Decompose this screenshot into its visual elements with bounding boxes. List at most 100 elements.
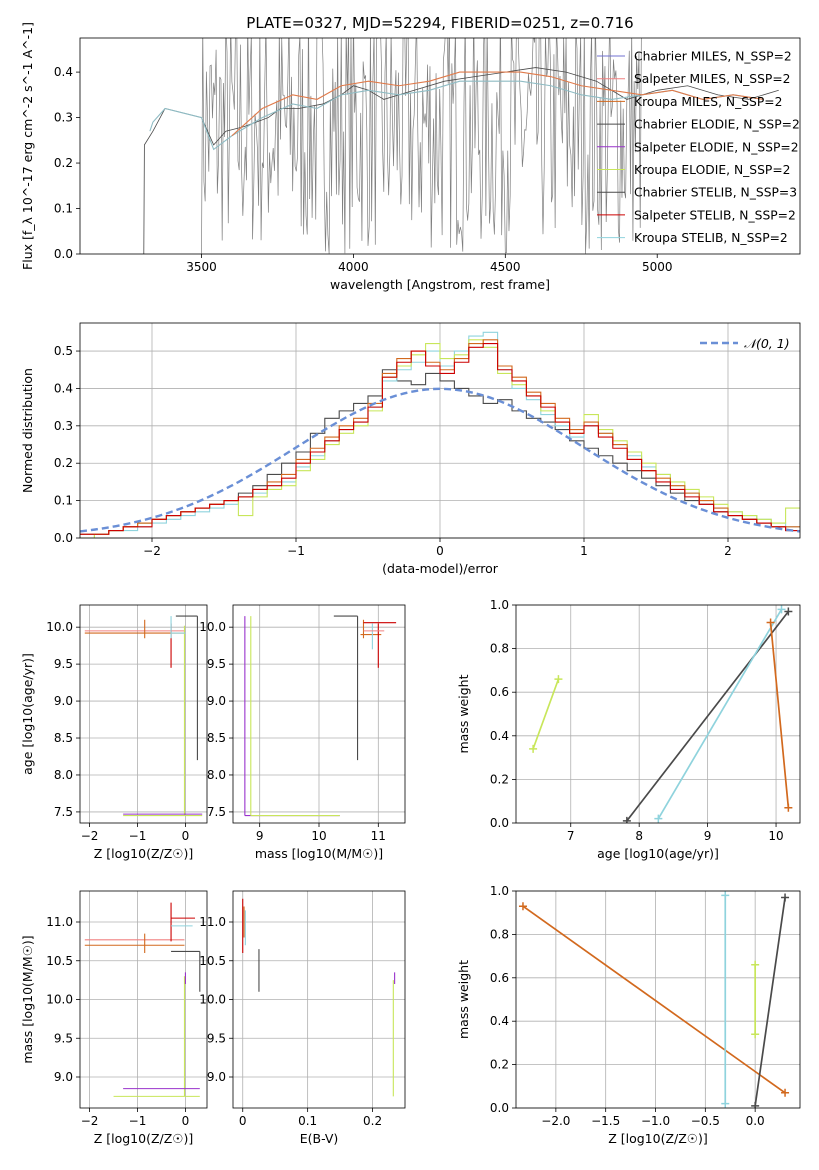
y-tick-label: 9.0 [54,1070,73,1084]
x-tick-label: 0 [436,544,444,558]
mass-vs-Z-frame [79,890,208,1109]
weight-vs-age-frame [515,604,801,824]
y-tick-label: 0.4 [490,1014,509,1028]
y-tick-label: 0.2 [54,156,73,170]
legend-entry: Salpeter STELIB, N_SSP=2 [634,208,796,222]
x-axis-label: wavelength [Angstrom, rest frame] [330,277,550,292]
weight-vs-Z-axes: −2.0 −1.5 −1.0 −0.5 0.0 0.0 0.2 0.4 0.6 0.8 1.0 Z [… [456,884,801,1146]
y-axis-label: Flux [f_λ 10^-17 erg cm^-2 s^-1 A^-1] [20,22,35,270]
x-tick-label: 3500 [186,260,217,274]
legend-entry: Chabrier ELODIE, N_SSP=2 [634,118,800,132]
y-tick-label: 10.5 [199,954,226,968]
x-tick-label: −1.5 [591,1114,620,1128]
spectrum-axes: 3500 4000 4500 5000 0.0 0.1 0.2 0.3 0.4 wavelengt… [20,22,801,292]
age-vs-Z-axes: −2 −1 0 7.5 8.0 8.5 9.0 9.5 10.0 Z [log10(Z/Z☉)] a… [20,604,208,861]
legend-entry: Salpeter MILES, N_SSP=2 [634,72,790,86]
weight-line [769,622,790,808]
y-tick-label: 10.0 [199,620,226,634]
age-vs-mass-plot-area [244,615,397,817]
y-tick-label: 7.5 [207,805,226,819]
legend-entry: Chabrier MILES, N_SSP=2 [634,50,792,64]
y-tick-label: 8.5 [54,731,73,745]
weight-marker [766,618,775,627]
y-axis-label: mass [log10(M/M☉)] [20,935,35,1063]
weight-line [754,897,786,1106]
y-tick-label: 10.0 [46,620,73,634]
residuals-plot-area [80,331,800,538]
weight-line [532,678,560,750]
weight-marker [781,893,790,902]
y-tick-label: 0.0 [54,531,73,545]
y-tick-label: 1.0 [490,884,509,898]
y-tick-label: 0.1 [54,202,73,216]
weight-marker [751,1030,760,1039]
x-tick-label: 8 [635,829,643,843]
weight-marker [777,605,786,614]
x-tick-label: −1.0 [641,1114,670,1128]
x-tick-label: −2 [81,829,99,843]
mass-vs-EBV-axes: 0 0.1 0.2 9.0 9.5 10.0 10.5 11.0 E(B-V) [199,890,406,1146]
y-tick-label: 9.0 [54,694,73,708]
x-axis-label: E(B-V) [300,1131,339,1146]
x-axis-label: Z [log10(Z/Z☉)] [608,1131,708,1146]
x-tick-label: 1 [580,544,588,558]
weight-marker [751,1101,760,1108]
weight-marker [721,1099,730,1108]
y-tick-label: 0.5 [54,344,73,358]
x-tick-label: −1 [287,544,305,558]
weight-vs-age-axes: 7 8 9 10 0.0 0.2 0.4 0.6 0.8 1.0 age [log10(age/yr… [456,598,801,861]
x-tick-label: −1 [129,1114,147,1128]
y-tick-label: 0.2 [54,456,73,470]
y-tick-label: 10.5 [46,954,73,968]
legend-entry: Chabrier STELIB, N_SSP=3 [634,186,797,200]
x-axis-label: mass [log10(M/M☉)] [255,846,383,861]
x-tick-label: 0 [182,829,190,843]
mass-vs-EBV-plot-area [242,898,396,1097]
y-tick-label: 0.3 [54,419,73,433]
y-axis-label: age [log10(age/yr)] [20,653,35,775]
y-tick-label: 11.0 [199,915,226,929]
x-axis-label: Z [log10(Z/Z☉)] [94,846,194,861]
histogram-step-line [80,343,800,535]
model-spectrum-line-kroupa [231,71,764,137]
y-tick-label: 8.0 [207,768,226,782]
x-tick-label: 0.0 [746,1114,765,1128]
x-tick-label: −0.5 [691,1114,720,1128]
residuals-axes: −2 −1 0 1 2 0.0 0.1 0.2 0.3 0.4 0.5 (data-model)/er… [20,322,801,576]
mass-vs-Z-axes: −2 −1 0 9.0 9.5 10.0 10.5 11.0 Z [log10(Z/Z☉)] ma… [20,890,208,1146]
y-tick-label: 8.5 [207,731,226,745]
age-vs-mass-axes: 9 10 11 7.5 8.0 8.5 9.0 9.5 10.0 mass [log10(M/M☉… [199,604,406,861]
x-tick-label: 10 [311,829,326,843]
x-tick-label: 0 [239,1114,247,1128]
y-tick-label: 0.2 [490,1058,509,1072]
y-tick-label: 10.0 [199,993,226,1007]
weight-marker [781,1088,790,1097]
age-vs-Z-plot-area [84,615,203,817]
y-tick-label: 9.5 [54,657,73,671]
x-tick-label: 7 [567,829,575,843]
mass-vs-Z-plot-area [84,902,201,1097]
y-tick-label: 0.6 [490,685,509,699]
x-tick-label: −2 [81,1114,99,1128]
noisy-data-line [201,38,642,254]
y-tick-label: 0.0 [490,1101,509,1115]
x-tick-label: 0.2 [363,1114,382,1128]
weight-marker [784,607,793,616]
x-tick-label: 0.1 [298,1114,317,1128]
normal-curve [80,387,800,533]
y-tick-label: 0.2 [490,772,509,786]
y-tick-label: 8.0 [54,768,73,782]
y-tick-label: 9.5 [207,657,226,671]
y-tick-label: 0.6 [490,971,509,985]
legend-entry: Kroupa MILES, N_SSP=2 [634,95,782,109]
age-vs-Z-frame [79,604,208,824]
x-axis-label: (data-model)/error [382,561,499,576]
y-tick-label: 0.0 [490,816,509,830]
weight-marker [518,902,527,911]
y-tick-label: 10.0 [46,993,73,1007]
legend-entry: 𝒩(0, 1) [744,336,790,351]
y-tick-label: 0.4 [490,729,509,743]
y-axis-label: Normed distribution [20,368,35,493]
legend-entry: Salpeter ELODIE, N_SSP=2 [634,140,799,154]
